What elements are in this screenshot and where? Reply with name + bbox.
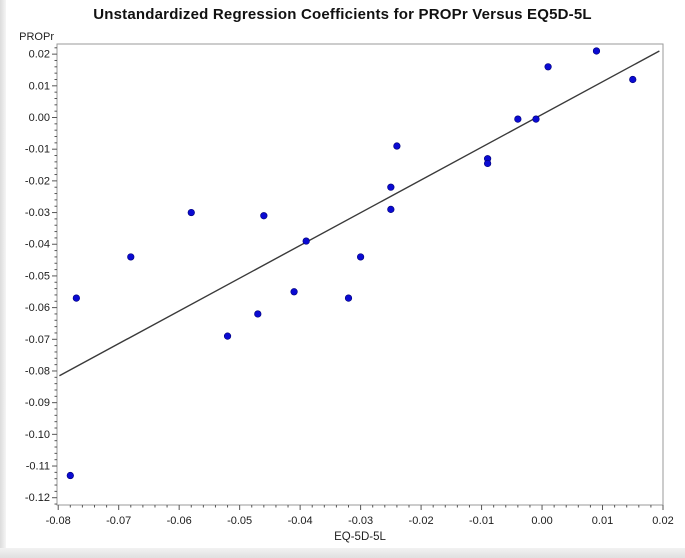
x-tick-label: 0.02	[652, 515, 673, 527]
data-point	[290, 288, 298, 296]
window-edge-bottom	[0, 548, 685, 558]
data-point	[514, 115, 522, 123]
y-tick-label: 0.01	[29, 80, 50, 92]
y-tick-label: -0.06	[25, 302, 50, 314]
data-point	[254, 310, 262, 318]
data-point	[72, 294, 80, 302]
y-tick-label: -0.11	[26, 461, 50, 473]
data-point	[629, 75, 637, 84]
y-tick-label: -0.01	[25, 144, 50, 156]
data-point	[592, 47, 601, 55]
x-tick-label: -0.05	[227, 515, 252, 527]
data-point	[187, 208, 195, 217]
x-tick-label: 0.01	[592, 515, 613, 527]
y-axis-label: PROPr	[19, 31, 54, 43]
y-tick-label: 0.02	[29, 49, 50, 61]
y-tick-label: -0.09	[25, 397, 50, 409]
x-tick-label: -0.07	[106, 515, 131, 527]
data-point	[484, 159, 492, 168]
x-axis-label: EQ-5D-5L	[334, 531, 386, 543]
x-tick-label: -0.01	[469, 515, 494, 527]
y-tick-label: -0.07	[25, 334, 50, 346]
x-tick-label: -0.02	[409, 515, 434, 527]
data-point	[302, 237, 310, 245]
y-tick-label: -0.12	[25, 492, 50, 504]
x-tick-label: -0.03	[348, 515, 373, 527]
x-tick-label: -0.06	[167, 515, 192, 527]
y-tick-label: 0.00	[29, 112, 50, 124]
data-point	[532, 115, 540, 123]
data-point	[127, 253, 135, 261]
data-point	[357, 253, 365, 261]
data-point	[260, 212, 268, 220]
y-tick-label: -0.10	[25, 429, 50, 441]
regression-line	[59, 50, 660, 377]
x-tick-label: -0.08	[46, 515, 71, 527]
chart-title: Unstandardized Regression Coefficients f…	[93, 6, 592, 23]
x-tick-label: -0.04	[288, 515, 313, 527]
data-point	[544, 63, 552, 71]
y-tick-label: -0.05	[25, 270, 50, 282]
data-point	[223, 332, 232, 340]
y-tick-label: -0.02	[25, 175, 50, 187]
data-point	[387, 183, 395, 191]
data-point	[393, 142, 401, 150]
window-edge-left	[0, 0, 6, 558]
y-tick-label: -0.04	[25, 239, 50, 251]
y-tick-label: -0.03	[25, 207, 50, 219]
y-tick-label: -0.08	[25, 365, 50, 377]
x-tick-label: 0.00	[531, 515, 552, 527]
data-point	[66, 471, 74, 480]
plot-area	[56, 43, 664, 506]
data-point	[387, 205, 395, 213]
data-point	[344, 294, 353, 302]
